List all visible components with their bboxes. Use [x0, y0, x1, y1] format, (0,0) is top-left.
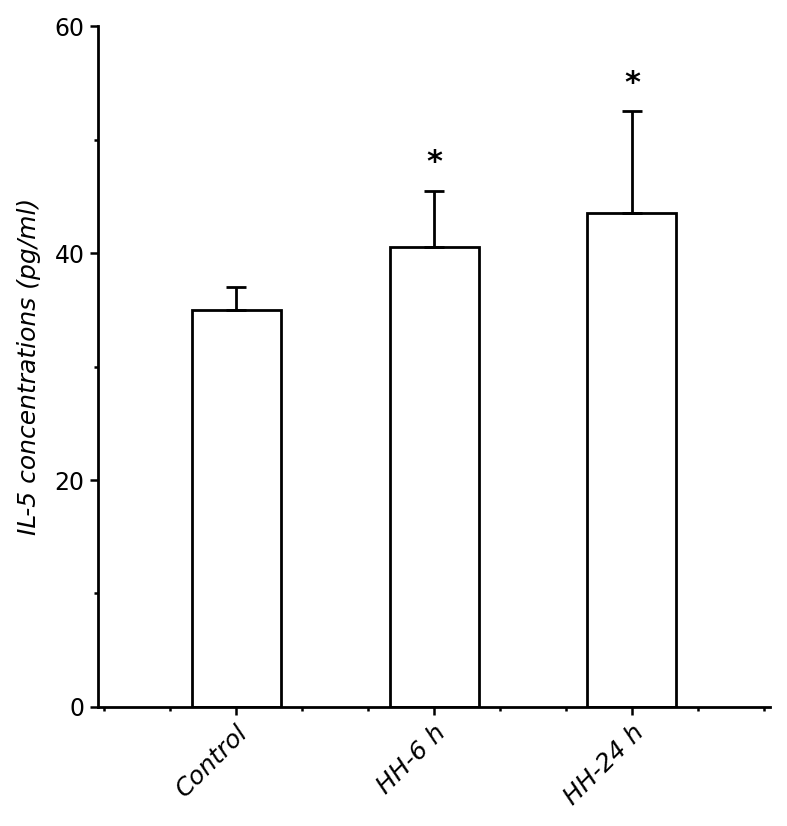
Bar [192, 310, 281, 707]
Text: *: * [624, 69, 640, 97]
Bar [390, 248, 478, 707]
Text: *: * [426, 148, 442, 177]
Y-axis label: IL-5 concentrations (pg/ml): IL-5 concentrations (pg/ml) [17, 198, 41, 535]
Bar [587, 213, 676, 707]
